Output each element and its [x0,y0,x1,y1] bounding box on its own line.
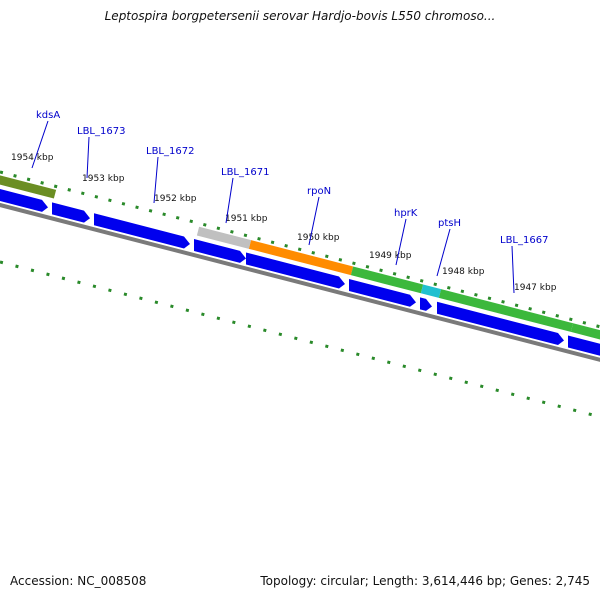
kbp-tick-label: 1951 kbp [225,214,268,224]
gene-feature-ptsH [420,284,442,298]
kbp-tick-label: 1948 kbp [442,267,485,277]
gene-feature-hprK [350,266,424,294]
gene-label-rpoN: rpoN [307,186,331,197]
kbp-tick-label: 1952 kbp [154,194,197,204]
tick-ring-inner [0,260,600,419]
kbp-tick-label: 1953 kbp [82,174,125,184]
gene-label-hprK: hprK [394,208,418,219]
backbone-line [0,202,600,362]
gene-label-LBL_1667: LBL_1667 [500,235,548,246]
cds-arrow [194,239,246,263]
cds-arrow [246,252,345,289]
gene-label-LBL_1672: LBL_1672 [146,146,194,157]
kbp-tick-label: 1954 kbp [11,153,54,163]
cds-arrow [568,335,600,356]
gene-feature-LBL_1671 [196,226,252,249]
gene-feature-next [570,323,600,340]
gene-leader-line [153,156,159,204]
gene-leader-line [31,120,49,169]
map-title: Leptospira borgpetersenii serovar Hardjo… [104,9,496,23]
kbp-tick-label: 1949 kbp [369,251,412,261]
gene-leader-line [225,177,234,224]
tick-ring-outer [0,170,600,329]
gene-leader-line [86,136,90,179]
gene-feature-kdsA [0,175,57,199]
kbp-tick-label: 1947 kbp [514,283,557,293]
gene-leader-line [308,196,320,246]
gene-leader-line [436,228,451,277]
gene-label-LBL_1671: LBL_1671 [221,167,269,178]
cds-arrow [349,279,416,307]
accession-label: Accession: NC_008508 [10,574,147,588]
cds-arrow [94,213,190,249]
cds-arrow [0,188,48,212]
gene-feature-LBL_1667 [438,289,574,332]
cds-arrow [420,297,432,311]
gene-feature-rpoN [248,240,354,276]
gene-label-LBL_1673: LBL_1673 [77,126,125,137]
cds-arrow [437,301,564,345]
gene-leader-line [511,245,515,294]
gene-leader-line [395,218,407,266]
kbp-tick-label: 1950 kbp [297,233,340,243]
gene-label-ptsH: ptsH [438,218,461,229]
cds-arrow [52,202,90,223]
gene-label-kdsA: kdsA [36,110,60,121]
genome-summary-label: Topology: circular; Length: 3,614,446 bp… [260,574,590,588]
